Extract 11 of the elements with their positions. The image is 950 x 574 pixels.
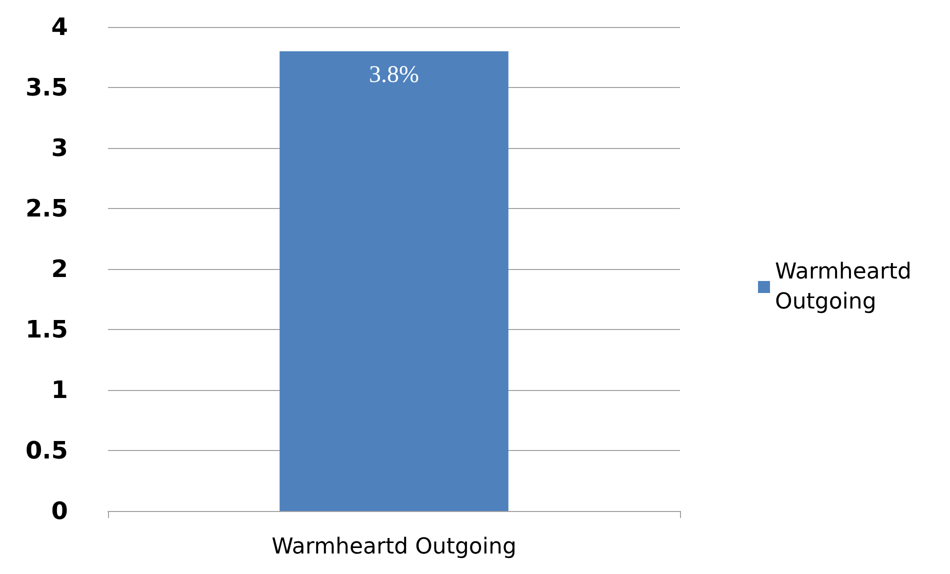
y-tick-label: 2 [51, 255, 68, 283]
y-tick-label: 3 [51, 134, 68, 162]
y-tick-label: 1 [51, 376, 68, 404]
y-tick-label: 1.5 [25, 316, 68, 344]
data-label: 3.8% [369, 62, 419, 88]
y-tick-label: 0 [51, 497, 68, 525]
y-tick-label: 4 [51, 13, 68, 41]
y-tick-label: 2.5 [25, 194, 68, 222]
y-tick-label: 0.5 [25, 436, 68, 464]
legend-label: Warmheartd Outgoing [775, 260, 919, 314]
y-tick-label: 3.5 [25, 74, 68, 102]
